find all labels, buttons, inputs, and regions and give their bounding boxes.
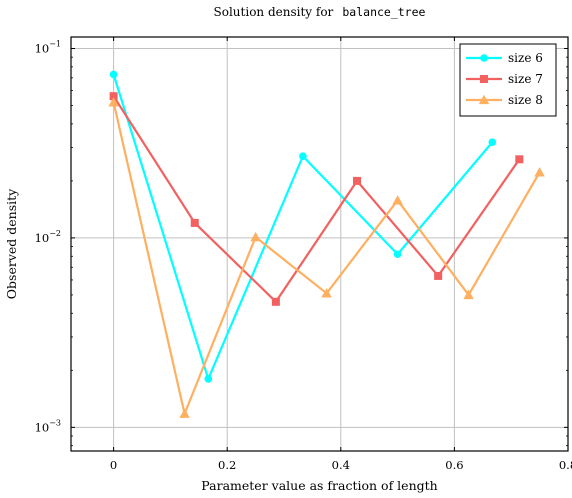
x-tick-label: 0.2 [218, 458, 236, 472]
data-point [321, 288, 332, 298]
plot-series [108, 70, 545, 418]
legend-item: size 8 [466, 93, 543, 107]
legend-swatch-marker [478, 94, 490, 105]
data-point [299, 152, 307, 161]
legend-label: size 8 [508, 93, 543, 107]
legend-swatch-marker [480, 54, 488, 62]
y-tick-base: 10 [35, 41, 50, 55]
chart-title-prefix: Solution density for [214, 5, 334, 19]
legend: size 6 size 7 size 8 [459, 43, 557, 117]
y-tick-label: 10−3 [35, 418, 61, 434]
data-point [190, 218, 199, 227]
data-point [434, 271, 443, 280]
series-line [112, 102, 541, 415]
data-point [109, 70, 118, 79]
x-tick-label: 0.6 [445, 458, 463, 472]
data-point [393, 250, 402, 259]
y-axis-label: Observed density [4, 188, 19, 299]
y-tick-label: 10−1 [35, 39, 61, 55]
y-tick-base: 10 [35, 231, 50, 245]
series-size-7 [109, 92, 524, 306]
plot-frame [70, 36, 569, 452]
legend-item: size 6 [466, 51, 543, 65]
legend-item: size 7 [466, 72, 543, 86]
data-point [534, 167, 545, 177]
legend-box [459, 43, 557, 117]
legend-swatch-marker [480, 75, 488, 83]
y-tick-exponent: −1 [49, 39, 61, 48]
data-point [109, 92, 118, 101]
data-point [179, 408, 190, 418]
y-tick-exponent: −2 [49, 229, 61, 238]
y-tick-label: 10−2 [35, 229, 61, 245]
data-point [204, 375, 213, 383]
x-axis-label: Parameter value as fraction of length [201, 478, 437, 493]
data-point [463, 289, 474, 300]
data-point [250, 231, 261, 242]
chart-title: Solution density for balance_tree [214, 1, 426, 20]
legend-label: size 7 [508, 72, 543, 86]
y-tick-base: 10 [35, 420, 50, 434]
chart-title-code: balance_tree [342, 5, 425, 19]
axis-ticks: 00.20.40.60.810−310−210−1 [35, 37, 572, 472]
x-tick-label: 0.4 [332, 458, 350, 472]
data-point [488, 138, 497, 147]
x-tick-label: 0.8 [559, 458, 572, 472]
legend-label: size 6 [508, 51, 543, 65]
data-point [108, 97, 119, 107]
x-tick-label: 0 [110, 458, 117, 472]
data-point [515, 155, 524, 164]
series-size-8 [108, 97, 545, 418]
data-point [392, 195, 403, 205]
y-tick-exponent: −3 [49, 418, 61, 427]
series-line [112, 95, 521, 303]
data-point [271, 297, 280, 306]
series-line [112, 74, 494, 381]
data-point [353, 176, 362, 185]
series-size-6 [109, 70, 497, 383]
